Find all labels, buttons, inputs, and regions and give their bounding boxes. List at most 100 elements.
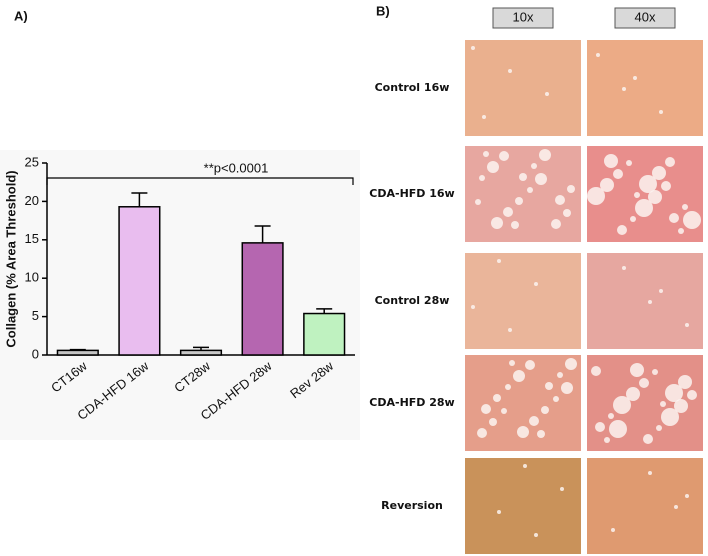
panel-background bbox=[0, 150, 360, 440]
tissue-texture bbox=[635, 199, 653, 217]
tissue-texture bbox=[491, 217, 503, 229]
tissue-texture bbox=[600, 178, 614, 192]
tissue-texture bbox=[557, 372, 563, 378]
histology-image bbox=[587, 253, 703, 349]
tissue-texture bbox=[633, 76, 637, 80]
tissue-texture bbox=[613, 169, 623, 179]
significance-bracket bbox=[46, 177, 354, 185]
y-tick-label: 0 bbox=[32, 346, 39, 361]
tissue-texture bbox=[511, 221, 519, 229]
tissue-texture bbox=[685, 494, 689, 498]
tissue-texture bbox=[634, 192, 640, 198]
tissue-texture bbox=[483, 151, 489, 157]
tissue-texture bbox=[678, 375, 692, 389]
histology-image bbox=[465, 458, 581, 554]
tissue-texture bbox=[471, 305, 475, 309]
tissue-texture bbox=[630, 363, 644, 377]
tissue-texture bbox=[565, 358, 577, 370]
y-tick-label: 10 bbox=[25, 270, 39, 285]
tissue-texture bbox=[563, 209, 571, 217]
tissue-texture bbox=[587, 187, 605, 205]
bar bbox=[179, 349, 223, 356]
tissue-texture bbox=[659, 289, 663, 293]
tissue-texture bbox=[604, 154, 618, 168]
tissue-texture bbox=[683, 211, 701, 229]
tissue-texture bbox=[479, 175, 485, 181]
tissue-texture bbox=[630, 216, 636, 222]
tissue-texture bbox=[515, 197, 523, 205]
bar bbox=[241, 242, 284, 356]
bar bbox=[56, 349, 99, 356]
tissue-texture bbox=[523, 464, 527, 468]
row-label: Reversion bbox=[381, 499, 443, 512]
row-label: Control 16w bbox=[375, 81, 450, 94]
tissue-texture bbox=[560, 487, 564, 491]
tissue-texture bbox=[497, 510, 501, 514]
column-header-box bbox=[614, 7, 676, 29]
column-header: 40x bbox=[635, 9, 656, 24]
error-bar bbox=[316, 308, 333, 314]
tissue-texture bbox=[611, 528, 615, 532]
tissue-texture bbox=[555, 195, 565, 205]
tissue-texture bbox=[678, 228, 684, 234]
tissue-texture bbox=[661, 181, 671, 191]
tissue-texture bbox=[591, 366, 601, 376]
histology: 10x 40x Control 16w CDA-HFD 16w Control 28w C… bbox=[369, 7, 703, 554]
tissue-texture bbox=[539, 149, 551, 161]
histology-image bbox=[465, 253, 581, 349]
tissue-texture bbox=[622, 266, 626, 270]
tissue-texture bbox=[517, 426, 529, 438]
tissue-texture bbox=[527, 187, 533, 193]
tissue-texture bbox=[471, 46, 475, 50]
tissue-texture bbox=[508, 328, 512, 332]
histology-image bbox=[465, 146, 581, 242]
tissue-texture bbox=[534, 282, 538, 286]
bar bbox=[118, 206, 161, 356]
tissue-texture bbox=[659, 110, 663, 114]
row-label: Control 28w bbox=[375, 294, 450, 307]
tissue-texture bbox=[545, 382, 553, 390]
tissue-texture bbox=[665, 157, 675, 167]
tissue-texture bbox=[477, 428, 487, 438]
tissue-texture bbox=[652, 166, 666, 180]
error-bar bbox=[193, 346, 209, 351]
tissue-texture bbox=[648, 190, 662, 204]
histology-image bbox=[587, 40, 703, 136]
panel-label: B) bbox=[376, 3, 390, 18]
row-label: CDA-HFD 28w bbox=[369, 396, 454, 409]
tissue-texture bbox=[660, 401, 666, 407]
tissue-texture bbox=[487, 161, 499, 173]
tissue-texture bbox=[482, 115, 486, 119]
tissue-texture bbox=[509, 360, 515, 366]
tissue-texture bbox=[609, 420, 627, 438]
tissue-texture bbox=[674, 505, 678, 509]
y-tick-label: 15 bbox=[25, 231, 39, 246]
tissue-texture bbox=[525, 360, 535, 370]
tissue-texture bbox=[519, 173, 527, 181]
error-bar bbox=[69, 348, 86, 351]
tissue-texture bbox=[505, 384, 511, 390]
tissue-texture bbox=[685, 323, 689, 327]
tissue-texture bbox=[529, 416, 539, 426]
tissue-texture bbox=[513, 370, 525, 382]
column-header-box bbox=[492, 7, 554, 29]
tissue-texture bbox=[613, 396, 631, 414]
tissue-texture bbox=[535, 173, 547, 185]
tissue-texture bbox=[545, 92, 549, 96]
tissue-texture bbox=[531, 163, 537, 169]
tissue-texture bbox=[665, 384, 683, 402]
tissue-texture bbox=[596, 53, 600, 57]
tissue-texture bbox=[643, 434, 653, 444]
tissue-texture bbox=[541, 406, 549, 414]
tissue-texture bbox=[669, 213, 679, 223]
tissue-texture bbox=[481, 404, 491, 414]
tissue-texture bbox=[674, 399, 688, 413]
histology-image bbox=[587, 458, 703, 554]
y-axis-label: Collagen (% Area Threshold) bbox=[3, 170, 18, 347]
tissue-texture bbox=[656, 425, 662, 431]
tissue-texture bbox=[626, 160, 632, 166]
tissue-texture bbox=[489, 418, 497, 426]
y-tick-label: 25 bbox=[25, 154, 39, 169]
tissue-texture bbox=[661, 408, 679, 426]
